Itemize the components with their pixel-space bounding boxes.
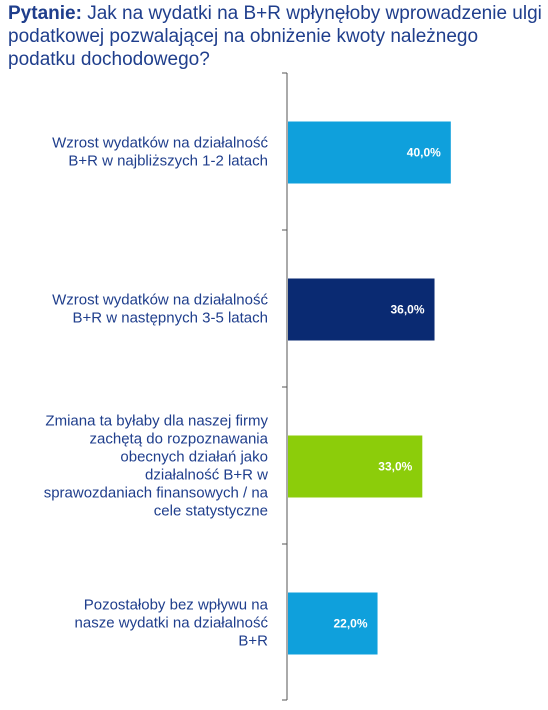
category-label: Wzrost wydatków na działalność B+R w najb… (52, 135, 268, 170)
category-label-line: sprawozdaniach finansowych / na (44, 485, 269, 502)
data-label: 36,0% (390, 303, 424, 317)
category-label: Zmiana ta byłaby dla naszej firmy zachętą… (44, 413, 269, 520)
question-text: Jak na wydatki na B+R wpłynęłoby wprowad… (8, 3, 542, 70)
category-label-line: Zmiana ta byłaby dla naszej firmy (45, 413, 268, 430)
data-label: 33,0% (378, 460, 412, 474)
category-label-line: nasze wydatki na działalność (75, 615, 269, 632)
category-label-line: B+R (238, 633, 268, 650)
category-label: Wzrost wydatków na działalność B+R w nast… (52, 292, 268, 327)
category-label-line: Pozostałoby bez wpływu na (84, 597, 269, 614)
category-label-line: działalność B+R w (145, 467, 268, 484)
data-label: 40,0% (407, 146, 441, 160)
category-label-line: obecnych działań jako (120, 449, 268, 466)
question-label: Pytanie: (8, 3, 82, 24)
data-label: 22,0% (334, 617, 368, 631)
category-label-line: cele statystyczne (154, 503, 268, 520)
category-label: Pozostałoby bez wpływu na nasze wydatki n… (75, 597, 269, 650)
question: Pytanie: Jak na wydatki na B+R wpłynęłob… (8, 2, 544, 71)
category-label-line: Wzrost wydatków na działalność (52, 135, 268, 152)
category-label-line: B+R w najbliższych 1-2 latach (68, 153, 268, 170)
category-label-line: Wzrost wydatków na działalność (52, 292, 268, 309)
bar (288, 278, 435, 341)
bar (288, 592, 378, 655)
category-label-line: B+R w następnych 3-5 latach (72, 310, 268, 327)
bar (288, 435, 423, 498)
bar (288, 121, 451, 184)
category-label-line: zachętą do rozpoznawania (90, 431, 269, 448)
